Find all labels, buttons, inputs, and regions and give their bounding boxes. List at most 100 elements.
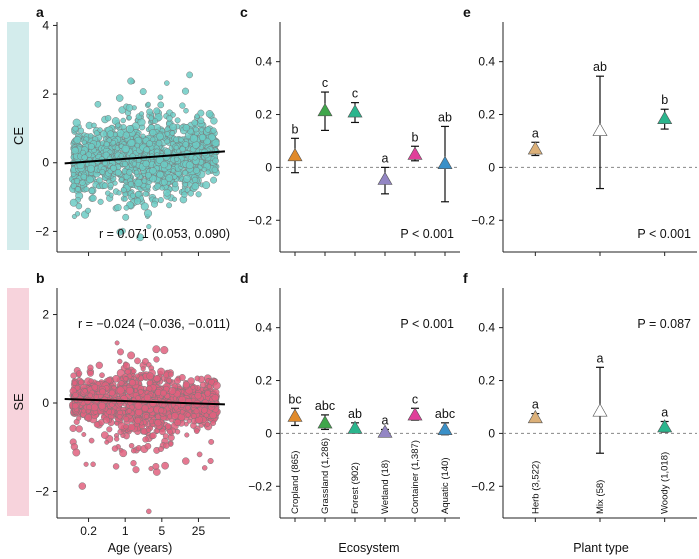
triangle-marker bbox=[437, 421, 453, 436]
data-point bbox=[130, 460, 137, 467]
data-point bbox=[162, 433, 169, 440]
data-point bbox=[99, 168, 106, 175]
y-tick-label: 0.2 bbox=[255, 374, 272, 388]
ecosystem-axis-title: Ecosystem bbox=[338, 541, 399, 555]
y-tick-label: 0 bbox=[488, 160, 495, 174]
category-point: abc Grassland (1,286) bbox=[315, 399, 335, 514]
data-point bbox=[116, 190, 122, 196]
panel-letter-d: d bbox=[240, 270, 249, 286]
data-point bbox=[169, 123, 177, 131]
se-row-band bbox=[7, 288, 29, 516]
data-point bbox=[88, 437, 95, 444]
correlation-stat: r = 0.071 (0.053, 0.090) bbox=[99, 227, 230, 241]
data-point bbox=[163, 188, 171, 197]
data-point bbox=[173, 405, 179, 411]
data-point bbox=[210, 420, 217, 426]
data-point bbox=[210, 176, 218, 184]
data-point bbox=[198, 133, 207, 142]
data-point bbox=[81, 139, 87, 145]
data-point bbox=[86, 404, 93, 411]
p-value-stat: P = 0.087 bbox=[637, 317, 691, 331]
y-tick-label: 0 bbox=[265, 160, 272, 174]
data-point bbox=[142, 436, 149, 443]
category-point: ab Forest (902) bbox=[347, 407, 363, 514]
data-point bbox=[182, 169, 189, 176]
data-point bbox=[191, 176, 199, 184]
data-point bbox=[116, 386, 125, 395]
data-point bbox=[127, 77, 135, 85]
category-label: Herb (3,522) bbox=[530, 461, 541, 514]
data-point bbox=[85, 207, 91, 214]
data-point bbox=[127, 139, 136, 147]
data-point bbox=[74, 211, 81, 217]
data-point bbox=[149, 399, 157, 408]
data-point bbox=[201, 407, 208, 414]
y-tick-label: 0 bbox=[265, 426, 272, 440]
data-point bbox=[93, 394, 99, 400]
data-point bbox=[127, 423, 136, 432]
data-point bbox=[100, 431, 109, 439]
data-point bbox=[121, 144, 130, 154]
data-point bbox=[88, 187, 96, 195]
data-point bbox=[138, 375, 145, 382]
data-point bbox=[145, 101, 151, 107]
data-point bbox=[126, 169, 133, 176]
category-point: a bbox=[377, 151, 393, 195]
data-point bbox=[141, 404, 149, 412]
y-tick-label: 0 bbox=[42, 156, 49, 170]
data-point bbox=[178, 374, 186, 381]
data-point bbox=[187, 190, 194, 197]
data-point bbox=[145, 183, 152, 190]
data-point bbox=[107, 182, 114, 189]
data-point bbox=[140, 133, 146, 139]
data-point bbox=[172, 181, 179, 188]
triangle-marker bbox=[287, 408, 303, 422]
data-point bbox=[163, 442, 170, 449]
data-point bbox=[102, 416, 111, 424]
data-point bbox=[201, 465, 208, 471]
data-point bbox=[105, 115, 112, 122]
data-point bbox=[108, 389, 116, 397]
triangle-marker bbox=[317, 415, 333, 429]
data-point bbox=[88, 133, 94, 139]
data-point bbox=[181, 87, 190, 95]
significance-letter: a bbox=[382, 151, 389, 165]
data-point bbox=[103, 141, 110, 148]
data-point bbox=[171, 412, 179, 420]
data-point bbox=[71, 402, 79, 410]
data-point bbox=[114, 436, 120, 442]
data-point bbox=[204, 126, 212, 133]
y-tick-label: 0.2 bbox=[478, 108, 495, 122]
data-point bbox=[72, 118, 81, 127]
significance-letter: abc bbox=[435, 407, 455, 421]
data-point bbox=[115, 122, 121, 128]
data-point bbox=[152, 345, 161, 354]
data-point bbox=[70, 182, 77, 189]
data-point bbox=[72, 448, 81, 457]
data-point bbox=[152, 118, 159, 124]
data-point bbox=[151, 200, 158, 208]
x-tick-label: 5 bbox=[158, 524, 165, 538]
data-point bbox=[195, 191, 202, 198]
data-point bbox=[131, 368, 137, 374]
data-point bbox=[133, 169, 140, 176]
data-point bbox=[212, 381, 221, 390]
data-point bbox=[182, 381, 190, 389]
data-point bbox=[110, 164, 117, 172]
data-point bbox=[150, 136, 156, 142]
significance-letter: a bbox=[382, 413, 389, 427]
data-point bbox=[106, 137, 112, 143]
category-point: c Container (1,387) bbox=[407, 392, 423, 514]
data-point bbox=[123, 424, 129, 430]
data-point bbox=[80, 173, 88, 181]
data-point bbox=[98, 401, 106, 410]
data-point bbox=[90, 461, 96, 468]
significance-letter: b bbox=[292, 122, 299, 136]
data-point bbox=[154, 419, 162, 427]
y-tick-label: −0.2 bbox=[471, 213, 495, 227]
data-point bbox=[69, 424, 77, 432]
category-label: Container (1,387) bbox=[410, 440, 421, 514]
